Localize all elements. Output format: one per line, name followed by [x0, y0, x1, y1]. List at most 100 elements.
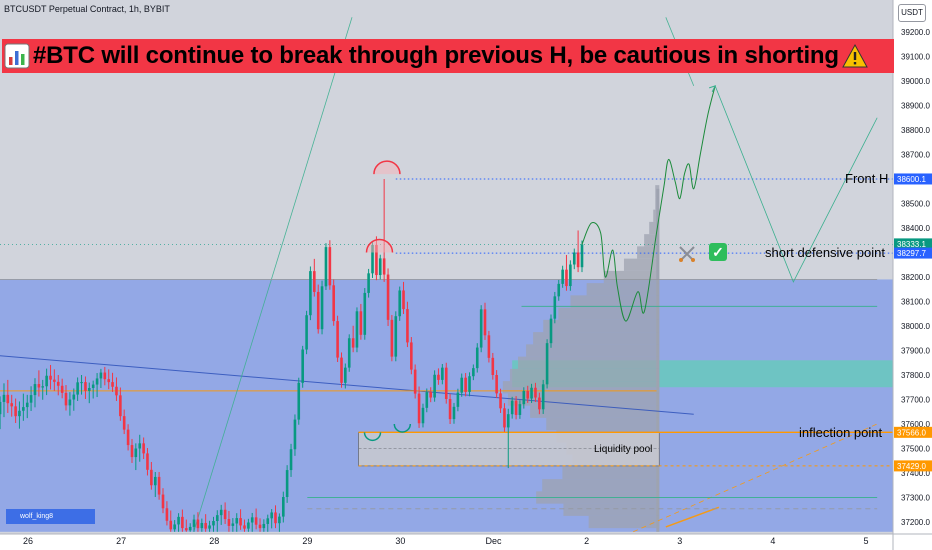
price-badge-label: 37566.0 [897, 428, 926, 437]
candle [153, 476, 157, 486]
candle [169, 520, 173, 530]
candle [56, 381, 60, 386]
candle [514, 400, 518, 415]
candle [99, 372, 103, 379]
candle [394, 316, 398, 357]
plot-area [0, 17, 893, 533]
candle [572, 252, 576, 265]
y-tick-label: 37700.0 [901, 396, 930, 405]
volume-profile-bar [558, 307, 660, 320]
volume-profile-bar [502, 381, 660, 394]
projection-path [581, 85, 716, 322]
red-arc-2 [365, 238, 394, 253]
candle [250, 517, 254, 523]
symbol-label: BTCUSDT Perpetual Contract, 1h, BYBIT [4, 4, 170, 14]
check-mark-icon: ✓ [709, 243, 727, 261]
candle [375, 244, 378, 276]
candle [437, 374, 440, 380]
candle [6, 394, 10, 404]
price-badge [894, 426, 932, 438]
candle [184, 528, 188, 531]
candle [212, 521, 215, 526]
candle [278, 516, 281, 524]
candle [91, 384, 95, 388]
candle [301, 349, 304, 383]
candle [561, 269, 564, 284]
liquidity-pool-zone [358, 431, 660, 467]
candle [130, 445, 134, 458]
volume-profile-bar [530, 405, 660, 418]
bar-chart-icon [4, 43, 30, 69]
candle [266, 518, 270, 524]
candle [134, 448, 138, 458]
y-tick-label: 37300.0 [901, 494, 930, 503]
candle [270, 512, 273, 519]
green-arc-1 [363, 432, 382, 441]
y-tick-label: 38000.0 [901, 322, 930, 331]
volume-profile-bar [542, 479, 660, 492]
volume-profile-bar [533, 332, 660, 345]
candle [126, 429, 130, 446]
volume-profile-bar [543, 319, 660, 333]
candle [506, 414, 510, 428]
x-tick-label: 26 [23, 536, 33, 546]
candle [165, 508, 169, 521]
candle [227, 519, 231, 526]
volume-profile-bar [546, 417, 660, 431]
candle [580, 244, 584, 268]
volume-profile-bar [653, 209, 660, 222]
candle [526, 390, 530, 399]
volume-profile-bar [588, 515, 660, 529]
currency-button[interactable]: USDT [898, 4, 926, 22]
candle [541, 384, 545, 410]
candle [464, 377, 467, 392]
x-tick-label: 4 [770, 536, 775, 546]
x-tick-label: Dec [486, 536, 503, 546]
candle [499, 393, 502, 409]
volume-profile-bar [507, 393, 660, 406]
candle [305, 315, 308, 350]
y-tick-label: 39200.0 [901, 28, 930, 37]
volume-profile-bar [526, 344, 660, 357]
candle [177, 516, 180, 525]
volume-profile-bar [623, 258, 660, 271]
volume-profile-bar [655, 197, 660, 210]
candle [429, 392, 433, 398]
price-badge-label: 38333.1 [897, 240, 926, 249]
candle [208, 525, 211, 529]
volume-profile-bar [563, 503, 660, 516]
candle [545, 343, 549, 385]
candle [340, 357, 343, 383]
candle [565, 269, 568, 287]
candle [72, 394, 76, 400]
candle [448, 399, 452, 420]
candle [111, 382, 114, 387]
volume-profile-bar [649, 221, 660, 235]
candle [2, 394, 6, 402]
label-front-h: Front H [845, 171, 889, 186]
time-axis-background [0, 534, 893, 550]
candle [576, 252, 580, 268]
candle [313, 271, 316, 292]
candle [487, 335, 491, 358]
zone-demand-zone [0, 279, 893, 532]
candle [355, 311, 359, 348]
x-tick-label: 30 [395, 536, 405, 546]
candle [557, 283, 561, 297]
candle [80, 382, 83, 384]
projection-arrowhead [709, 85, 717, 93]
warning-icon [842, 43, 868, 68]
crossed-swords-icon [679, 246, 695, 262]
candle [417, 393, 421, 424]
candle [188, 526, 192, 531]
candle [382, 258, 386, 275]
y-tick-label: 38800.0 [901, 126, 930, 135]
candle [87, 387, 91, 391]
price-badge-label: 38600.1 [897, 175, 926, 184]
volume-profile-bar [637, 246, 660, 259]
candle [378, 258, 382, 276]
y-tick-label: 38900.0 [901, 102, 930, 111]
candle [76, 382, 79, 395]
candle [219, 509, 223, 516]
